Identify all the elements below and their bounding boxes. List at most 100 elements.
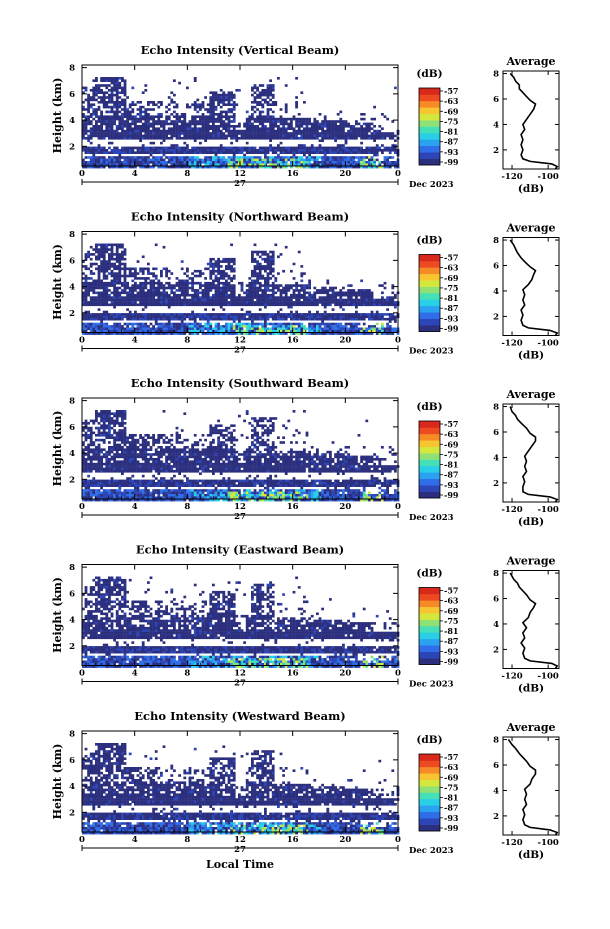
colorbar-swatch [419,485,440,492]
average-x-label: (dB) [518,516,544,528]
colorbar-swatch [419,440,440,447]
average-y-tick-label: 4 [493,786,499,796]
average-y-tick-label: 6 [493,761,499,771]
x-tick-label: 12 [234,169,246,179]
x-tick-label: 20 [339,502,351,512]
y-axis-label: Height (km) [51,577,64,653]
colorbar-swatch [419,760,440,768]
y-tick-label: 8 [69,397,75,407]
y-tick-label: 6 [69,256,75,266]
colorbar-swatch [419,792,440,800]
colorbar-unit: (dB) [416,568,442,580]
colorbar-swatch [419,280,440,287]
colorbar-swatch [419,325,440,332]
colorbar-tick-label: -63 [444,96,459,106]
y-axis-label: Height (km) [51,411,64,487]
colorbar-swatch [419,766,440,774]
y-tick-label: 8 [69,730,75,740]
average-title: Average [505,388,555,401]
x-tick-label: 20 [339,336,351,346]
heatmap-cells [82,743,400,835]
month-label: Dec 2023 [409,846,454,856]
colorbar-swatch [419,773,440,780]
average-y-tick-label: 2 [493,312,499,322]
colorbar-swatch [419,293,440,300]
y-tick-label: 2 [69,642,75,652]
y-tick-label: 6 [69,756,75,766]
y-tick-label: 2 [69,475,75,485]
x-tick-label: 0 [395,169,401,179]
average-frame [502,237,560,336]
x-tick-label: 4 [132,169,138,179]
colorbar-swatch [419,446,440,454]
average-x-label: (dB) [518,183,544,195]
average-x-label: (dB) [518,683,544,695]
month-label: Dec 2023 [409,513,454,523]
x-tick-label: 8 [184,169,190,179]
x-tick-label: 16 [287,336,299,346]
y-tick-label: 2 [69,808,75,818]
average-y-tick-label: 6 [493,428,499,438]
colorbar-tick-label: -87 [444,803,458,813]
panel-title: Echo Intensity (Vertical Beam) [141,43,340,57]
colorbar-swatch [419,632,440,640]
average-x-tick-label: -100 [538,672,559,682]
colorbar-swatch [419,132,440,140]
colorbar-unit: (dB) [416,68,442,80]
x-tick-label: 4 [132,669,138,679]
colorbar-swatch [419,299,440,307]
day-label: 27 [234,179,246,189]
colorbar: -57-63-69-75-81-87-93-99 [418,752,459,833]
colorbar-tick-label: -63 [444,762,459,772]
colorbar-swatch [419,798,440,806]
day-label: 27 [234,845,246,855]
average-y-tick-label: 2 [493,812,499,822]
colorbar-swatch [419,267,440,275]
colorbar-tick-label: -75 [444,283,458,293]
colorbar-tick-label: -93 [444,147,459,157]
colorbar-swatch [419,459,440,467]
y-tick-label: 6 [69,90,75,100]
colorbar-swatch [419,587,440,595]
colorbar-swatch [419,658,440,665]
y-tick-label: 4 [69,449,75,459]
average-x-tick-label: -100 [538,838,559,848]
average-y-tick-label: 4 [493,120,499,130]
colorbar-swatch [419,94,440,102]
colorbar-swatch [419,491,440,499]
colorbar-tick-label: -81 [444,793,458,803]
colorbar-swatch [419,818,440,825]
colorbar-tick-label: -57 [444,586,458,596]
y-tick-label: 6 [69,589,75,599]
average-profile-line [509,239,559,336]
y-axis-label: Height (km) [51,78,64,154]
heatmap-cells [82,77,400,169]
y-tick-label: 2 [69,142,75,152]
colorbar-swatch [419,152,440,159]
panel-2: Echo Intensity (Southward Beam)0 4 8 12 16 20… [51,376,560,528]
average-x-label: (dB) [518,849,544,861]
colorbar-tick-label: -75 [444,449,458,459]
average-y-tick-label: 8 [493,569,499,579]
colorbar-swatch [419,145,440,153]
colorbar-swatch [419,779,440,787]
colorbar: -57-63-69-75-81-87-93-99 [418,253,459,334]
colorbar-frame [418,254,441,332]
heatmap-cells [82,576,400,668]
average-profile-line [509,72,559,170]
colorbar-swatch [419,619,440,627]
average-title: Average [505,222,555,235]
colorbar-swatch [419,273,440,281]
colorbar-swatch [419,811,440,819]
colorbar-tick-label: -57 [444,86,458,96]
panel-3: Echo Intensity (Eastward Beam) 0 4 8 12 16 20 0… [51,543,560,695]
colorbar-tick-label: -87 [444,303,458,313]
colorbar-tick-label: -99 [444,324,459,334]
colorbar-tick-label: -63 [444,263,459,273]
colorbar-swatch [419,318,440,326]
average-profile-line [509,406,559,503]
month-label: Dec 2023 [409,347,454,357]
x-tick-label: 0 [79,669,85,679]
colorbar-swatch [419,613,440,620]
x-tick-label: 16 [287,669,299,679]
